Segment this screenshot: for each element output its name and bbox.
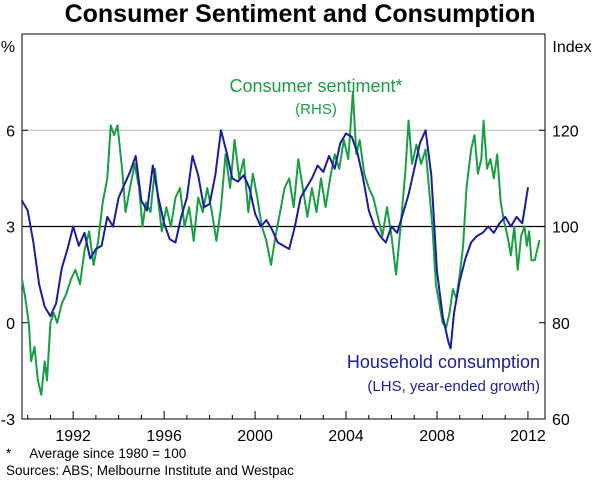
gridlines [22,129,545,228]
series-lines [21,90,541,396]
left-tick-label: 3 [6,220,15,237]
x-tick-label: 1992 [55,428,91,445]
x-tick-label: 1996 [146,428,182,445]
left-tick-label: -3 [1,412,15,429]
right-tick-label: 80 [552,316,570,333]
left-tick-label: 0 [6,316,15,333]
x-tick-labels: 1992 1996 2000 2004 2008 2012 [55,428,545,445]
right-tick-label: 120 [552,123,579,140]
right-tick-label: 60 [552,412,570,429]
right-tick-labels: 60 80 100 120 [552,123,579,429]
sentiment-label: Consumer sentiment* [229,76,402,96]
right-tick-label: 100 [552,220,579,237]
sentiment-sublabel: (RHS) [295,101,337,118]
axis-ticks [22,129,545,420]
household-consumption-line [21,129,529,350]
left-axis-unit: % [1,39,15,56]
chart-title: Consumer Sentiment and Consumption [65,0,536,28]
footnote-sources: Sources: ABS; Melbourne Institute and We… [6,463,294,478]
x-tick-label: 2008 [419,428,455,445]
x-tick-label: 2000 [237,428,273,445]
right-axis-unit: Index [552,39,591,56]
consumption-label: Household consumption [347,352,540,372]
consumption-sublabel: (LHS, year-ended growth) [367,378,540,395]
left-tick-labels: -3 0 3 6 [1,123,15,429]
x-tick-label: 2004 [328,428,364,445]
footnote-average: * Average since 1980 = 100 [6,446,186,461]
consumer-sentiment-line [21,90,541,396]
x-tick-label: 2012 [510,428,546,445]
left-tick-label: 6 [6,123,15,140]
